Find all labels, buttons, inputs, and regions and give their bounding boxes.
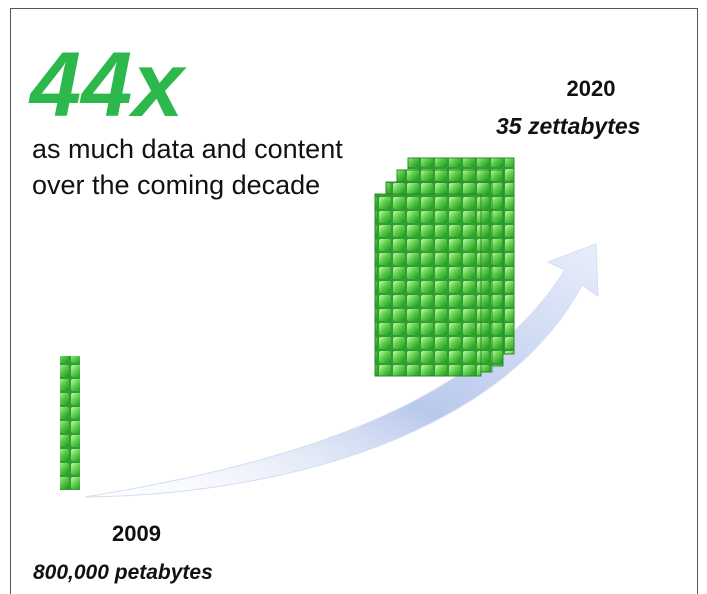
start-amount: 800,000 petabytes — [33, 561, 213, 584]
headline: 44x — [28, 34, 187, 136]
subtitle-line: over the coming decade — [32, 170, 320, 200]
frame — [10, 8, 698, 594]
end-amount: 35 zettabytes — [496, 113, 640, 139]
start-year: 2009 — [112, 521, 161, 546]
data-column-2009 — [60, 356, 80, 490]
data-block-2020 — [374, 157, 515, 377]
subtitle-line: as much data and content — [32, 134, 343, 164]
growth-arrow — [84, 243, 599, 498]
end-year: 2020 — [567, 76, 616, 101]
